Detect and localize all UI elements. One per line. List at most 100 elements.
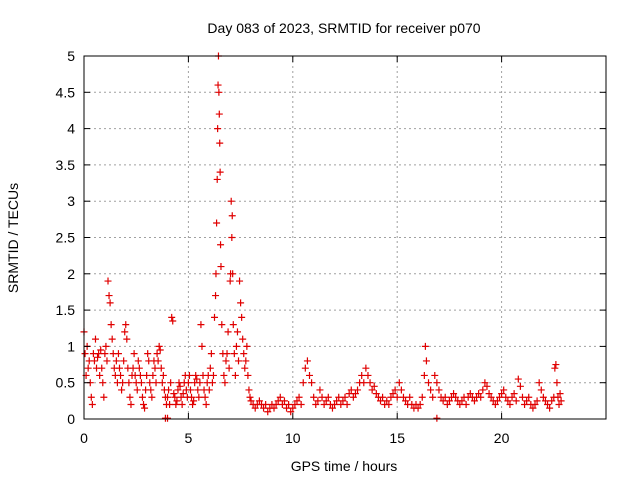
data-point [345, 390, 353, 398]
data-point [551, 364, 559, 372]
data-point [251, 404, 259, 412]
data-point [278, 400, 286, 408]
data-point [99, 379, 107, 387]
data-point [414, 404, 422, 412]
data-point [97, 346, 105, 354]
y-tick-label: 3 [67, 193, 75, 209]
data-point [297, 400, 305, 408]
data-point [349, 393, 357, 401]
data-point [366, 379, 374, 387]
data-point [230, 350, 238, 358]
x-tick-label: 15 [389, 430, 405, 446]
axis-ticks [83, 55, 606, 420]
data-point [212, 270, 220, 278]
data-point [498, 390, 506, 398]
data-point [422, 357, 430, 365]
data-point [397, 386, 405, 394]
data-point [285, 400, 293, 408]
data-point [427, 386, 435, 394]
data-point [247, 397, 255, 405]
data-point [264, 408, 272, 416]
data-point [295, 393, 303, 401]
data-point [333, 397, 341, 405]
data-point [146, 379, 154, 387]
data-point [289, 404, 297, 412]
data-point [485, 390, 493, 398]
data-point [197, 321, 205, 329]
data-point [179, 390, 187, 398]
data-point [126, 393, 134, 401]
data-point [314, 397, 322, 405]
data-point [537, 386, 545, 394]
data-point [445, 397, 453, 405]
data-point [192, 371, 200, 379]
data-point [516, 382, 524, 390]
data-point [452, 393, 460, 401]
data-point [228, 212, 236, 220]
data-point [216, 139, 224, 147]
y-tick-label: 1 [67, 338, 75, 354]
data-point [391, 386, 399, 394]
data-point [165, 386, 173, 394]
data-point [260, 404, 268, 412]
data-point [188, 393, 196, 401]
data-point [368, 386, 376, 394]
data-point [195, 393, 203, 401]
data-point [470, 397, 478, 405]
data-point [140, 400, 148, 408]
data-point [218, 321, 226, 329]
data-point [458, 397, 466, 405]
data-point [272, 400, 280, 408]
x-tick-label: 10 [285, 430, 301, 446]
data-point [164, 414, 172, 422]
data-point [214, 81, 222, 89]
data-point [148, 393, 156, 401]
x-tick-labels: 0 5 10 15 20 [80, 430, 509, 446]
data-point [557, 397, 565, 405]
y-tick-label: 3.5 [56, 157, 76, 173]
data-point [343, 400, 351, 408]
data-point [262, 400, 270, 408]
data-point [173, 397, 181, 405]
data-point [554, 393, 562, 401]
data-point [420, 371, 428, 379]
data-point [372, 390, 380, 398]
data-point [439, 397, 447, 405]
data-point [133, 386, 141, 394]
data-point [496, 393, 504, 401]
data-point [483, 382, 491, 390]
data-point [310, 393, 318, 401]
y-tick-label: 1.5 [56, 302, 76, 318]
data-point [215, 110, 223, 118]
data-point [270, 404, 278, 412]
data-point [523, 397, 531, 405]
data-point [190, 397, 198, 405]
data-point [229, 270, 237, 278]
data-point [555, 400, 563, 408]
data-point [144, 350, 152, 358]
x-tick-label: 20 [494, 430, 510, 446]
data-point [548, 397, 556, 405]
data-point [393, 393, 401, 401]
data-point [308, 379, 316, 387]
data-point [291, 400, 299, 408]
data-point [533, 397, 541, 405]
data-point [174, 386, 182, 394]
data-point [227, 197, 235, 205]
data-point [399, 393, 407, 401]
data-point [280, 397, 288, 405]
data-point [232, 342, 240, 350]
data-point [141, 404, 149, 412]
data-point [385, 400, 393, 408]
data-point [466, 390, 474, 398]
data-point [158, 379, 166, 387]
data-point [529, 404, 537, 412]
data-point [105, 292, 113, 300]
data-point [433, 379, 441, 387]
data-point [228, 234, 236, 241]
data-point [512, 397, 520, 405]
data-point [201, 393, 209, 401]
data-point [435, 386, 443, 394]
data-point [255, 397, 263, 405]
